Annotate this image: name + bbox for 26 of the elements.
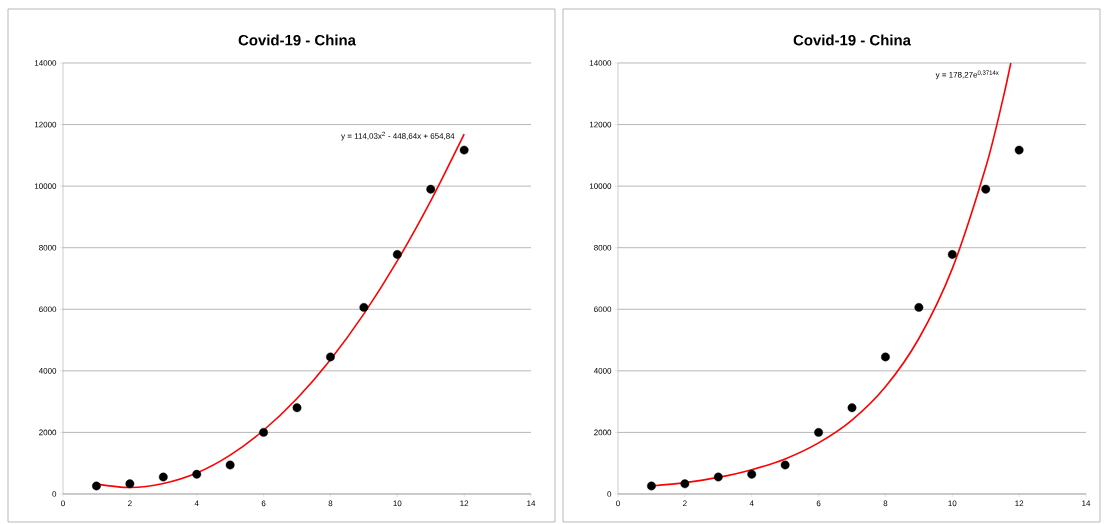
point: [92, 481, 101, 491]
point: [814, 428, 823, 437]
point: [680, 479, 690, 489]
point: [326, 352, 335, 362]
point: [158, 472, 168, 482]
point: [713, 472, 723, 482]
point: [847, 403, 857, 413]
point: [881, 352, 890, 362]
point: [392, 250, 402, 259]
point: [747, 469, 757, 479]
point: [780, 460, 790, 470]
point: [225, 460, 235, 470]
point: [914, 303, 924, 312]
point: [947, 250, 957, 259]
point: [359, 303, 369, 312]
chart-title: Covid-19 - China: [238, 34, 357, 46]
point: [125, 479, 135, 489]
point: [426, 184, 436, 194]
point: [292, 403, 302, 413]
point: [981, 184, 991, 194]
point: [647, 481, 656, 491]
point: [259, 428, 268, 437]
chart-title: Covid-19 - China: [793, 34, 912, 46]
point: [1014, 145, 1024, 155]
point: [459, 145, 469, 155]
point: [192, 469, 202, 479]
